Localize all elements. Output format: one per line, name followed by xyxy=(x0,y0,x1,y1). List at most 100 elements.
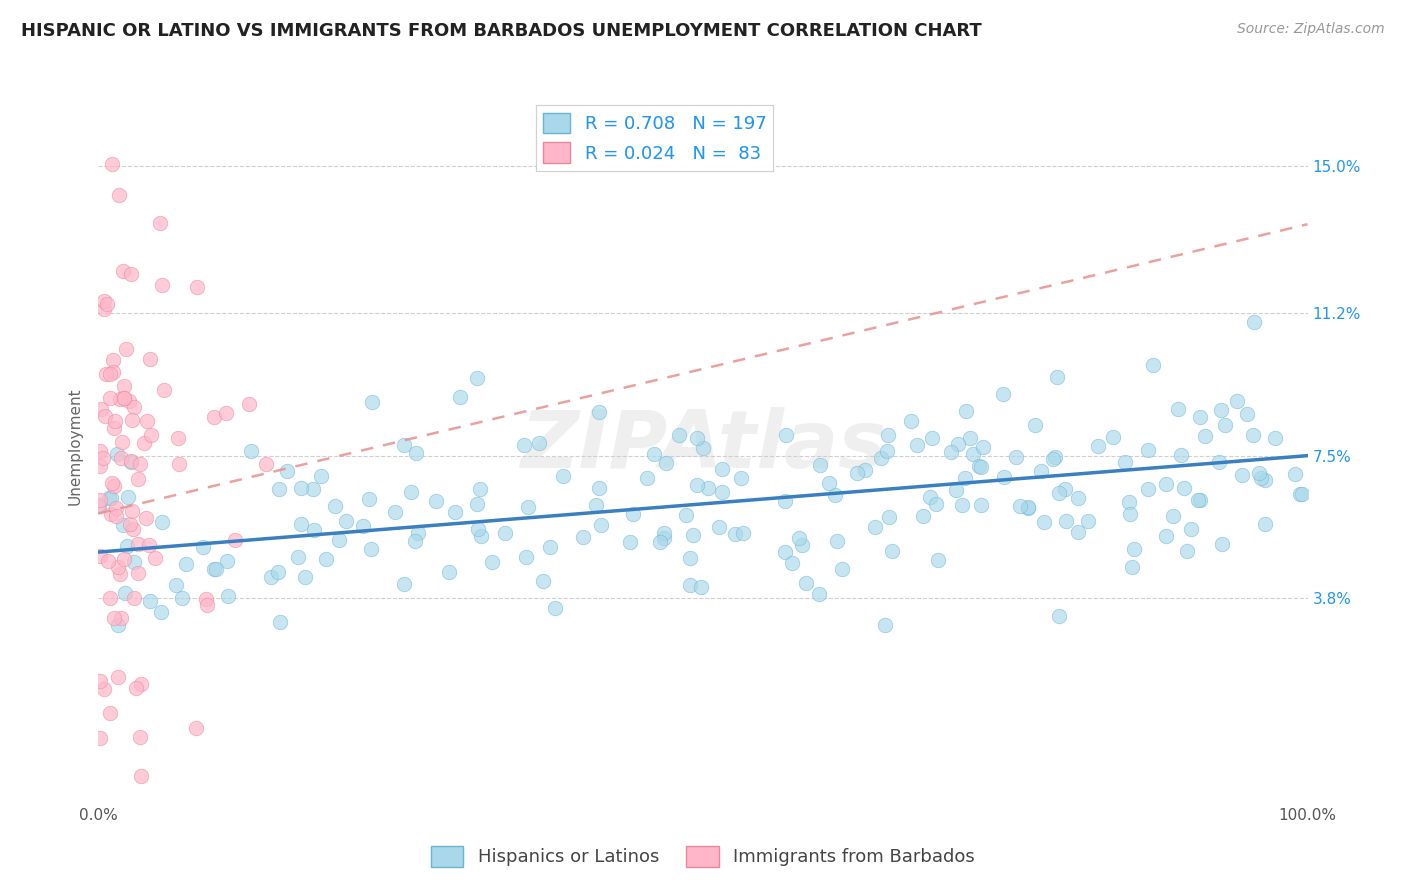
Point xyxy=(711,461,734,475)
Point xyxy=(945,483,967,498)
Point xyxy=(121,504,143,518)
Point xyxy=(572,530,595,544)
Point xyxy=(686,478,709,492)
Point xyxy=(1118,495,1140,509)
Point xyxy=(1284,467,1306,482)
Point xyxy=(139,594,162,608)
Point xyxy=(425,494,447,508)
Point xyxy=(89,674,111,689)
Point xyxy=(865,520,887,534)
Y-axis label: Unemployment: Unemployment xyxy=(67,387,83,505)
Point xyxy=(1289,487,1312,501)
Point xyxy=(89,458,111,473)
Point xyxy=(96,297,118,311)
Point xyxy=(384,505,406,519)
Point xyxy=(194,591,217,606)
Point xyxy=(730,471,752,485)
Point xyxy=(900,415,922,429)
Point xyxy=(1087,439,1109,453)
Point xyxy=(89,549,111,564)
Point xyxy=(101,353,124,368)
Point xyxy=(120,455,142,469)
Point xyxy=(1247,467,1270,481)
Point xyxy=(127,472,149,486)
Point xyxy=(905,438,928,452)
Point xyxy=(91,450,114,465)
Point xyxy=(853,463,876,477)
Point xyxy=(682,528,704,542)
Point xyxy=(707,520,730,534)
Point xyxy=(468,482,491,496)
Point xyxy=(1254,516,1277,531)
Point xyxy=(1046,369,1069,384)
Point xyxy=(787,531,810,545)
Point xyxy=(1004,450,1026,465)
Point xyxy=(875,618,897,632)
Point xyxy=(1032,515,1054,529)
Point xyxy=(101,475,124,490)
Point xyxy=(686,431,709,445)
Point xyxy=(1161,508,1184,523)
Point xyxy=(970,460,993,475)
Point xyxy=(100,367,122,381)
Point xyxy=(941,445,963,459)
Point xyxy=(465,497,488,511)
Point xyxy=(1264,430,1286,444)
Point xyxy=(481,556,503,570)
Point xyxy=(955,404,977,418)
Point xyxy=(361,395,384,409)
Point xyxy=(817,475,839,490)
Point xyxy=(1156,529,1178,543)
Point xyxy=(115,539,138,553)
Point xyxy=(831,562,853,576)
Point xyxy=(1054,482,1077,496)
Point xyxy=(287,550,309,565)
Point xyxy=(120,267,142,281)
Point xyxy=(1236,407,1258,421)
Point xyxy=(588,405,610,419)
Point xyxy=(1188,410,1211,425)
Point xyxy=(150,606,173,620)
Point xyxy=(1029,463,1052,477)
Point xyxy=(217,589,239,603)
Point xyxy=(517,500,540,514)
Point xyxy=(551,469,574,483)
Point xyxy=(512,438,534,452)
Point xyxy=(636,471,658,485)
Point xyxy=(195,598,218,612)
Point xyxy=(1226,393,1249,408)
Point xyxy=(98,391,121,405)
Point xyxy=(107,670,129,684)
Point xyxy=(654,525,676,540)
Point xyxy=(136,414,159,428)
Point xyxy=(165,578,187,592)
Point xyxy=(335,514,357,528)
Point xyxy=(172,591,194,605)
Point xyxy=(1136,443,1159,458)
Point xyxy=(148,216,170,230)
Point xyxy=(585,498,607,512)
Point xyxy=(112,517,135,532)
Point xyxy=(692,441,714,455)
Point xyxy=(105,501,128,516)
Point xyxy=(323,500,346,514)
Point xyxy=(1136,483,1159,497)
Point xyxy=(780,556,803,570)
Point xyxy=(538,541,561,555)
Point xyxy=(991,386,1014,401)
Point xyxy=(1142,359,1164,373)
Point xyxy=(87,499,110,513)
Point xyxy=(138,538,160,552)
Point xyxy=(962,447,984,461)
Point xyxy=(120,453,142,467)
Point xyxy=(808,458,831,472)
Point xyxy=(357,491,380,506)
Point xyxy=(100,491,122,505)
Point xyxy=(1121,560,1143,574)
Point xyxy=(150,515,173,529)
Point xyxy=(1291,487,1313,501)
Point xyxy=(967,459,990,474)
Point xyxy=(405,446,427,460)
Point xyxy=(328,533,350,547)
Point xyxy=(399,484,422,499)
